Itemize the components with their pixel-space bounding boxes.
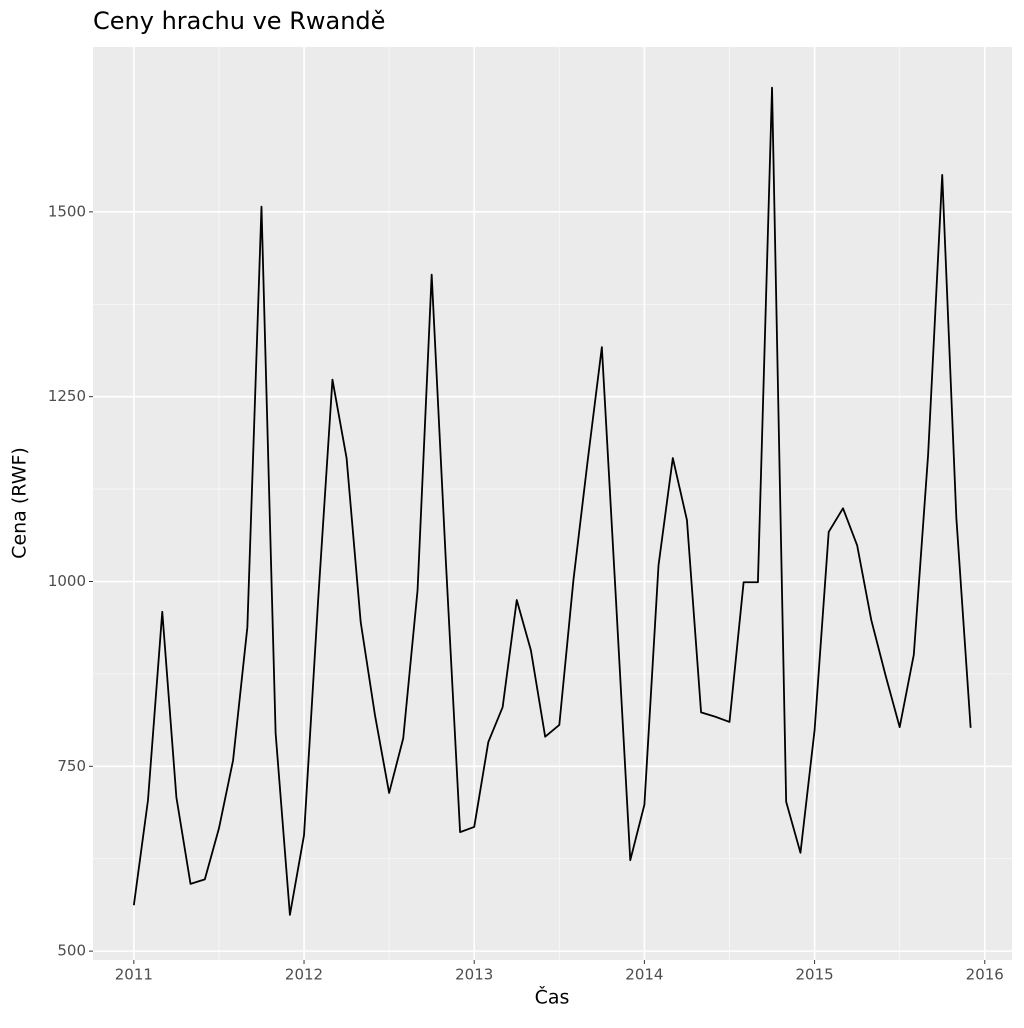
x-tick-label: 2014: [625, 966, 663, 984]
chart-title: Ceny hrachu ve Rwandě: [93, 7, 385, 35]
x-tick-label: 2012: [285, 966, 323, 984]
line: [132, 86, 972, 916]
y-tick-label: 1000: [48, 572, 86, 590]
x-axis-title: Čas: [535, 985, 570, 1009]
x-tick-label: 2013: [455, 966, 493, 984]
y-tick-label: 750: [57, 757, 86, 775]
y-tick-label: 500: [57, 942, 86, 960]
plot-panel: [93, 47, 1012, 960]
y-tick-label: 1500: [48, 202, 86, 220]
x-tick-label: 2016: [966, 966, 1004, 984]
x-tick-label: 2015: [795, 966, 833, 984]
x-tick-label: 2011: [115, 966, 153, 984]
y-tick-label: 1250: [48, 387, 86, 405]
y-axis-title: Cena (RWF): [9, 447, 31, 559]
